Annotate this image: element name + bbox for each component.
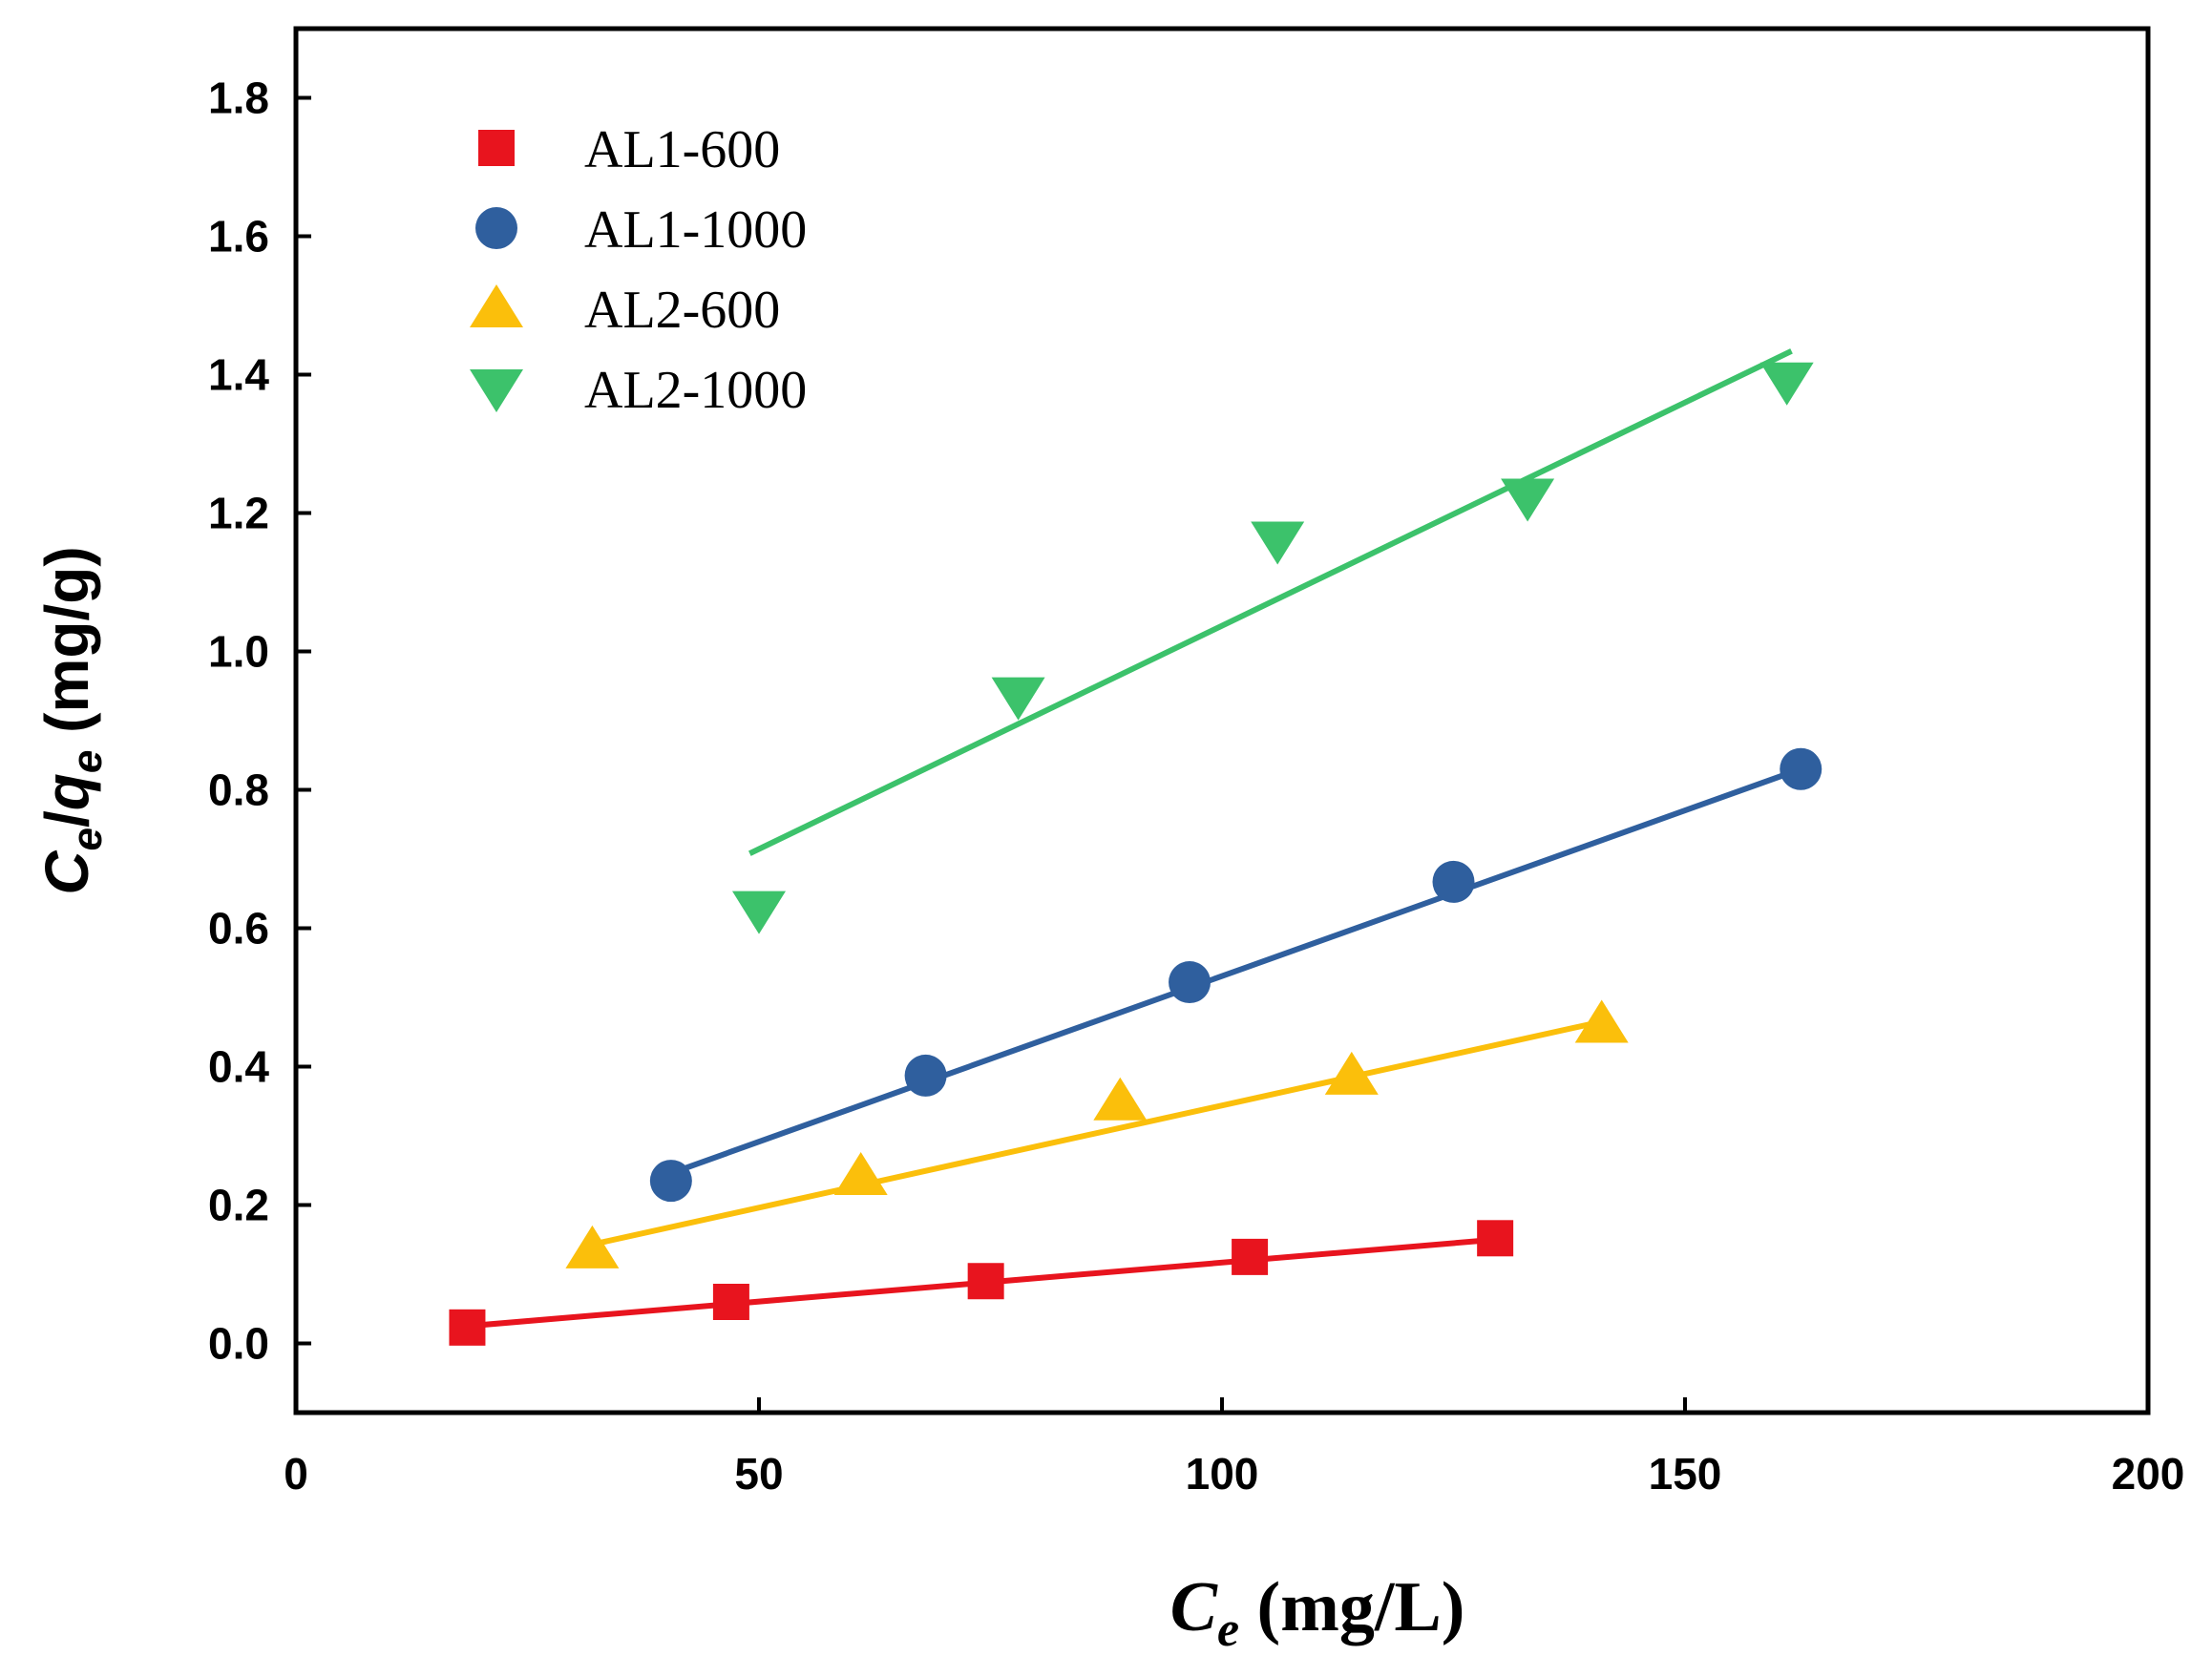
point-al1-1000-2 <box>904 1054 947 1097</box>
y-axis-title: Ce/qe (mg/g) <box>32 546 111 894</box>
data-markers <box>449 362 1822 1346</box>
legend-marker-al2-1000 <box>470 369 523 412</box>
point-al1-1000-5 <box>1780 747 1822 790</box>
legend-label-al1-1000: AL1-1000 <box>584 200 807 260</box>
y-tick-label-1-2: 1.2 <box>208 489 269 538</box>
y-tick-label-0-2: 0.2 <box>208 1181 269 1230</box>
x-axis-ticks: 0 50 100 150 200 <box>284 1397 2184 1499</box>
y-tick-label-0-0: 0.0 <box>208 1319 269 1369</box>
legend-marker-al1-600 <box>478 130 515 166</box>
point-al1-600-2 <box>712 1284 749 1320</box>
legend-label-al2-600: AL2-600 <box>584 281 780 340</box>
legend-marker-al2-600 <box>470 284 523 327</box>
point-al2-1000-1 <box>732 891 786 934</box>
y-tick-label-0-4: 0.4 <box>208 1042 269 1092</box>
y-axis-ticks: 0.0 0.2 0.4 0.6 0.8 1.0 1.2 1.4 1.6 1.8 <box>208 73 311 1369</box>
y-tick-label-1-8: 1.8 <box>208 73 269 123</box>
x-tick-label-0: 0 <box>284 1449 308 1499</box>
x-axis-title: Ce (mg/L) <box>1170 1568 1465 1657</box>
point-al1-1000-1 <box>649 1160 692 1203</box>
y-tick-label-1-4: 1.4 <box>208 350 269 400</box>
point-al2-600-4 <box>1324 1051 1379 1095</box>
point-al2-600-2 <box>833 1152 888 1196</box>
legend: AL1-600 AL1-1000 AL2-600 AL2-1000 <box>470 120 807 420</box>
fit-line-al2-1000 <box>748 348 1793 856</box>
point-al2-600-5 <box>1574 999 1629 1043</box>
x-tick-label-100: 100 <box>1186 1449 1259 1499</box>
y-tick-label-1-6: 1.6 <box>208 212 269 262</box>
legend-label-al2-1000: AL2-1000 <box>584 361 807 420</box>
x-tick-label-200: 200 <box>2112 1449 2185 1499</box>
x-tick-label-50: 50 <box>734 1449 783 1499</box>
point-al1-600-3 <box>967 1263 1004 1300</box>
point-al1-600-4 <box>1232 1238 1269 1275</box>
y-tick-label-0-8: 0.8 <box>208 765 269 815</box>
point-al2-600-3 <box>1093 1077 1148 1121</box>
fit-line-al2-600 <box>591 1018 1603 1247</box>
y-tick-label-0-6: 0.6 <box>208 904 269 954</box>
point-al2-1000-4 <box>1501 478 1555 522</box>
point-al1-600-1 <box>449 1309 486 1346</box>
point-al2-1000-5 <box>1759 362 1814 406</box>
fit-line-al1-1000 <box>669 765 1802 1176</box>
point-al2-600-1 <box>565 1225 620 1268</box>
plot-frame <box>293 26 2151 1415</box>
legend-label-al1-600: AL1-600 <box>584 120 780 179</box>
point-al1-1000-4 <box>1432 860 1475 903</box>
x-tick-label-150: 150 <box>1649 1449 1722 1499</box>
point-al2-1000-2 <box>991 677 1045 721</box>
point-al1-600-5 <box>1477 1220 1514 1257</box>
point-al2-1000-3 <box>1251 521 1305 565</box>
legend-marker-al1-1000 <box>475 207 517 249</box>
y-tick-label-1-0: 1.0 <box>208 627 269 677</box>
point-al1-1000-3 <box>1169 961 1211 1004</box>
